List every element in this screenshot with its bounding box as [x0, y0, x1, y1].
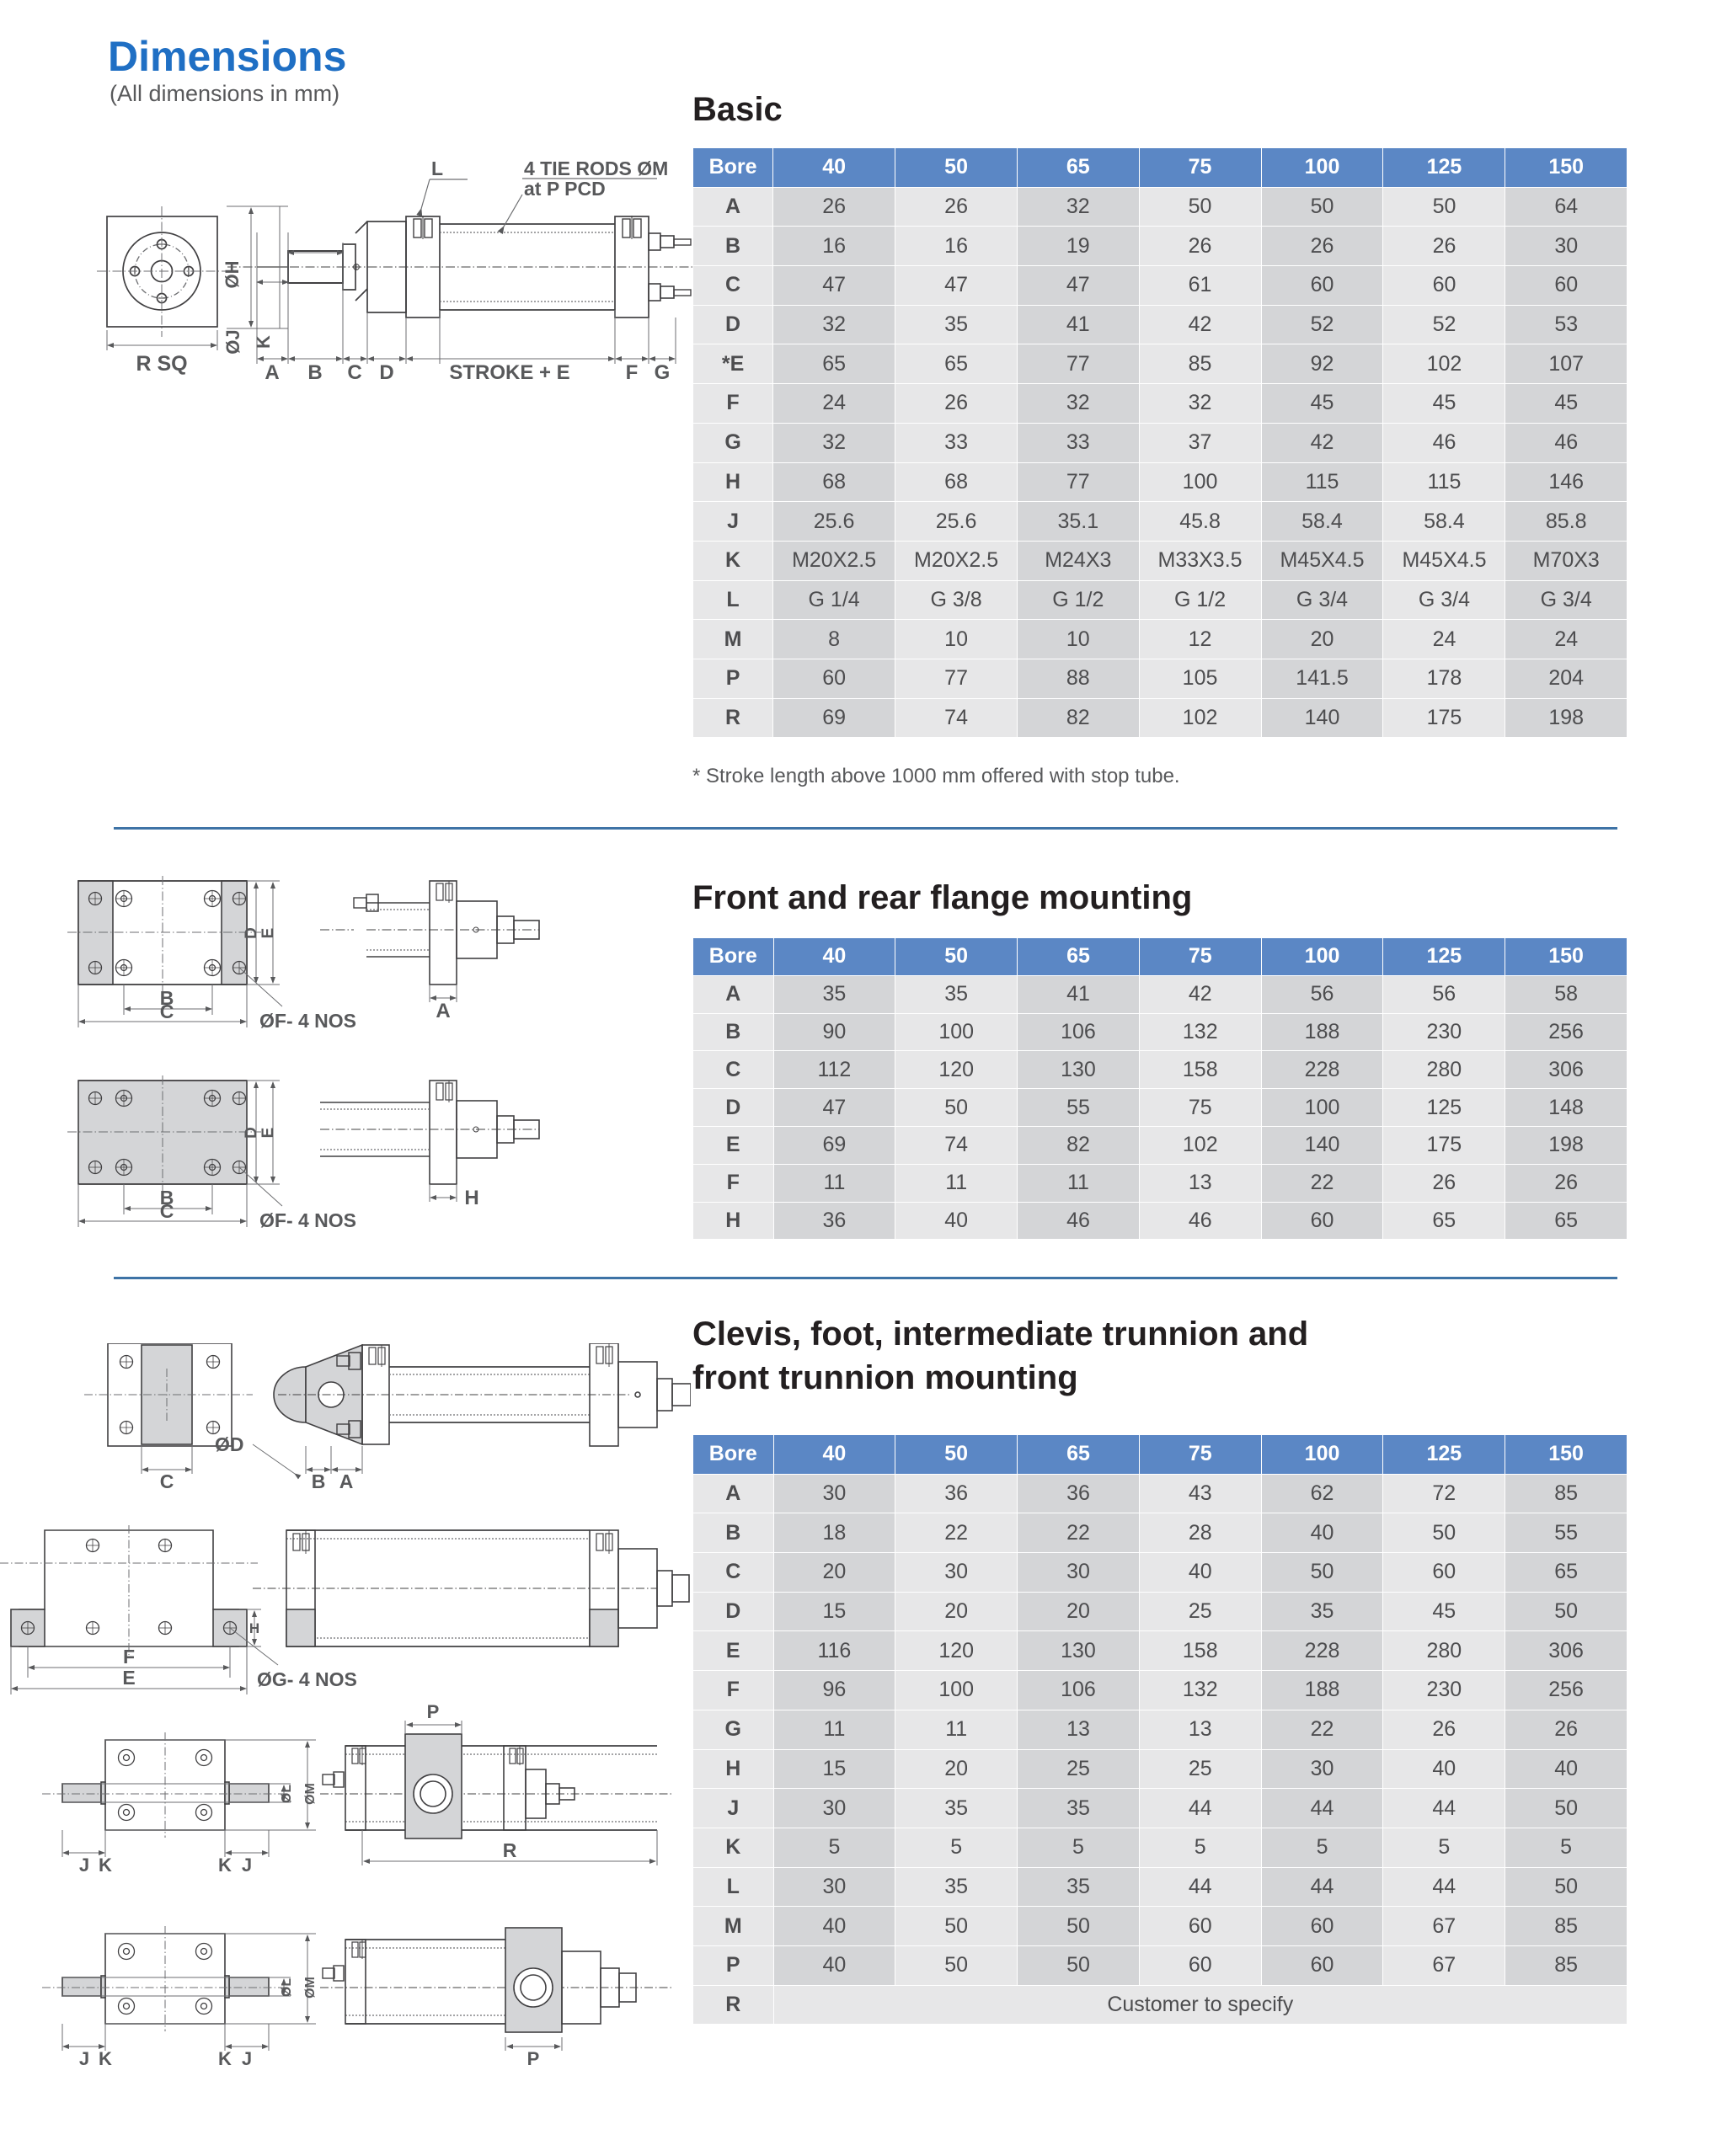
svg-text:K: K [99, 2048, 112, 2069]
svg-text:J: J [79, 1854, 89, 1876]
svg-text:D: D [243, 1127, 260, 1139]
svg-text:ØG- 4 NOS: ØG- 4 NOS [257, 1668, 357, 1690]
svg-text:P: P [527, 2048, 540, 2069]
svg-text:ØL: ØL [280, 1785, 294, 1803]
svg-text:A: A [436, 1000, 450, 1022]
svg-text:STROKE + E: STROKE + E [449, 361, 569, 384]
svg-text:L: L [431, 157, 443, 179]
svg-text:C: C [160, 1200, 174, 1222]
svg-text:H: H [464, 1187, 478, 1209]
svg-text:D: D [243, 927, 260, 939]
svg-text:B: B [307, 361, 322, 384]
svg-text:K: K [218, 1854, 232, 1876]
svg-text:at P PCD: at P PCD [524, 178, 606, 200]
svg-text:R: R [503, 1839, 517, 1861]
svg-text:ØM: ØM [303, 1783, 318, 1805]
svg-text:J: J [79, 2048, 89, 2069]
svg-text:G: G [655, 361, 671, 384]
svg-text:J: J [242, 2048, 252, 2069]
svg-text:D: D [379, 361, 393, 384]
svg-text:ØF- 4 NOS: ØF- 4 NOS [259, 1209, 356, 1231]
svg-text:A: A [265, 361, 279, 384]
svg-text:F: F [626, 361, 639, 384]
svg-text:P: P [427, 1701, 440, 1722]
svg-text:B: B [312, 1470, 326, 1492]
svg-text:ØD: ØD [215, 1433, 244, 1455]
svg-text:E: E [259, 1128, 277, 1139]
svg-text:F: F [123, 1646, 135, 1668]
svg-text:J: J [242, 1854, 252, 1876]
svg-text:K: K [253, 335, 274, 349]
svg-text:E: E [259, 928, 277, 939]
svg-text:K: K [218, 2048, 232, 2069]
svg-text:ØJ: ØJ [222, 329, 243, 354]
svg-text:C: C [160, 1470, 174, 1492]
svg-text:H: H [249, 1620, 259, 1636]
svg-text:R SQ: R SQ [136, 352, 187, 376]
svg-text:E: E [122, 1667, 135, 1689]
svg-text:C: C [160, 1001, 174, 1022]
svg-text:ØH: ØH [222, 261, 243, 289]
svg-text:A: A [339, 1470, 354, 1492]
svg-text:ØM: ØM [303, 1977, 318, 1999]
svg-text:4 TIE RODS ØM: 4 TIE RODS ØM [524, 157, 668, 179]
svg-text:ØL: ØL [280, 1978, 294, 1997]
svg-text:C: C [347, 361, 361, 384]
svg-text:K: K [99, 1854, 112, 1876]
svg-text:ØF- 4 NOS: ØF- 4 NOS [259, 1010, 356, 1032]
